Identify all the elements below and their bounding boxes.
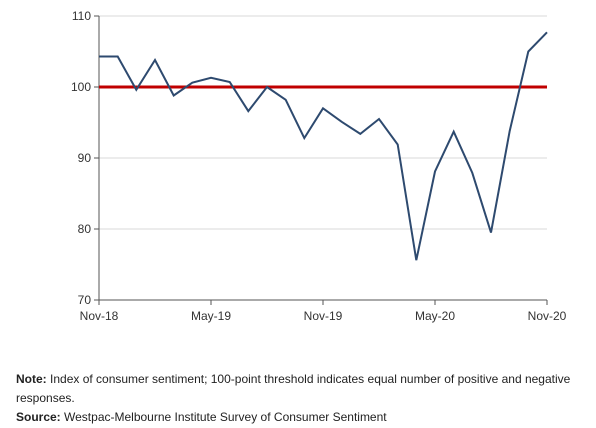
- chart-notes: Note: Index of consumer sentiment; 100-p…: [16, 370, 586, 427]
- x-tick-label: Nov-20: [528, 309, 567, 323]
- x-tick-label: Nov-19: [304, 309, 343, 323]
- x-tick-label: Nov-18: [80, 309, 119, 323]
- source-text: Westpac-Melbourne Institute Survey of Co…: [60, 410, 387, 424]
- source-line: Source: Westpac-Melbourne Institute Surv…: [16, 408, 586, 427]
- y-tick-label: 90: [78, 151, 92, 165]
- source-label: Source:: [16, 410, 61, 424]
- x-tick-label: May-19: [191, 309, 231, 323]
- y-tick-label: 70: [78, 293, 92, 307]
- note-text: Index of consumer sentiment; 100-point t…: [16, 372, 571, 405]
- line-chart: 70 80 90 100 110 Nov-18 May-19 Nov-19 May-20 Nov-…: [71, 9, 567, 323]
- series-line: [99, 31, 548, 261]
- x-tick-label: May-20: [415, 309, 455, 323]
- y-tick-label: 80: [78, 222, 92, 236]
- y-tick-label: 110: [72, 9, 91, 23]
- note-label: Note:: [16, 372, 47, 386]
- note-line: Note: Index of consumer sentiment; 100-p…: [16, 370, 586, 408]
- y-tick-label: 100: [71, 80, 91, 94]
